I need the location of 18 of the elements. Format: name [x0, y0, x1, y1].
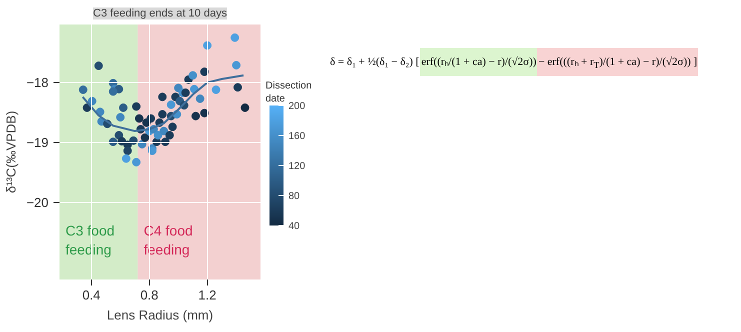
x-tick-label: 0.8 — [140, 288, 158, 302]
text: − erf(((rₕ + r$_{T}$)/(1 + ca) − r)/(√2σ)) ] — [537, 48, 698, 76]
y-tick-label: −18 — [26, 75, 49, 90]
color-bar-label: 40 — [288, 221, 300, 232]
text: δ = δ₁ + ½(δ₁ − δ₂) [ — [329, 55, 420, 70]
color-bar-label: 200 — [288, 101, 306, 112]
chart-title: C3 feeding ends at 10 days — [93, 8, 228, 20]
color-bar-label: 120 — [288, 161, 306, 172]
band-label: C4 food feeding — [144, 222, 193, 258]
x-tick-label: 1.2 — [198, 288, 216, 302]
color-bar-label: 160 — [288, 131, 306, 142]
y-axis-title: δ¹³C(‰VPDB) — [3, 110, 18, 194]
color-bar-label: 80 — [288, 191, 300, 202]
x-tick-label: 0.4 — [82, 288, 100, 302]
y-tick-label: −20 — [26, 194, 49, 210]
x-axis-title: Lens Radius (mm) — [106, 308, 214, 322]
y-tick-label: −19 — [26, 134, 49, 150]
text: erf((rₕ/(1 + ca) − r)/(√2σ)) — [420, 48, 538, 76]
